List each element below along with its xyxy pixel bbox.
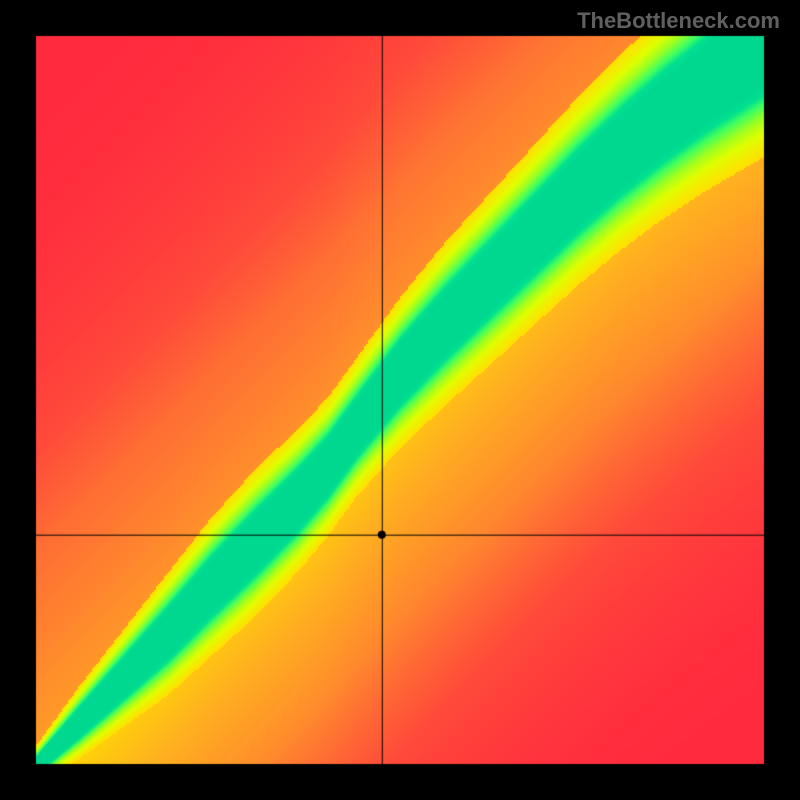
bottleneck-heatmap bbox=[0, 0, 800, 800]
watermark-text: TheBottleneck.com bbox=[577, 8, 780, 34]
